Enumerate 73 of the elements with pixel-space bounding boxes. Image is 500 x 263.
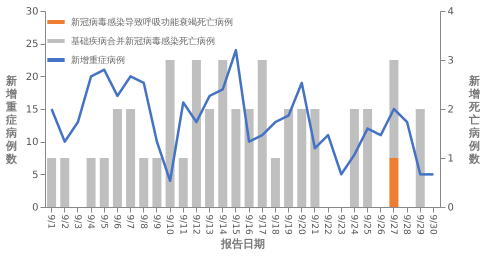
- bar: [192, 60, 201, 207]
- y-tick-label: 15: [26, 104, 38, 116]
- x-tick-label: 9/27: [388, 214, 398, 235]
- x-tick-label: 9/10: [164, 214, 174, 235]
- bar: [231, 109, 240, 207]
- x-tick-label: 9/22: [322, 214, 332, 235]
- x-tick-label: 9/18: [269, 214, 280, 235]
- legend-label: 基础疾病合并新冠病毒感染死亡病例: [71, 36, 215, 47]
- y-tick-label: 20: [26, 72, 38, 83]
- bar: [139, 158, 148, 207]
- line-series: [50, 48, 435, 182]
- bar: [416, 109, 425, 207]
- x-tick-label: 9/4: [85, 214, 96, 230]
- y2-tick-label: 3: [448, 56, 454, 66]
- x-tick-label: 9/14: [216, 214, 227, 235]
- x-tick-label: 9/23: [335, 214, 346, 235]
- bar: [258, 60, 267, 207]
- y2-tick-label: 2: [448, 104, 454, 116]
- bar: [112, 109, 122, 207]
- bar: [389, 158, 398, 207]
- x-tick-label: 9/28: [401, 214, 412, 235]
- bar: [47, 158, 56, 207]
- x-tick-label: 9/25: [362, 214, 372, 235]
- y-tick-label: 0: [32, 202, 38, 214]
- bar: [178, 158, 188, 207]
- bar: [166, 60, 175, 207]
- x-tick-label: 9/17: [256, 214, 266, 235]
- y2-tick-label: 1: [448, 154, 454, 164]
- x-tick-label: 9/11: [177, 214, 188, 235]
- x-tick-label: 9/5: [98, 214, 108, 229]
- x-tick-label: 9/3: [72, 214, 82, 229]
- y2-tick-label: 4: [448, 6, 454, 18]
- bar: [350, 109, 359, 207]
- bar: [270, 158, 280, 207]
- y-tick-label: 10: [26, 137, 38, 148]
- x-tick-label: 9/30: [427, 214, 438, 235]
- x-tick-label: 9/7: [124, 214, 135, 229]
- bar: [284, 109, 294, 207]
- y2-tick-label: 0: [448, 202, 454, 214]
- x-tick-label: 9/13: [204, 214, 214, 235]
- x-tick-label: 9/20: [296, 214, 306, 235]
- bar: [218, 60, 228, 207]
- bar: [86, 158, 96, 207]
- bar: [205, 109, 214, 207]
- bar: [60, 158, 70, 207]
- legend-label: 新增重症病例: [71, 55, 125, 66]
- bar: [363, 109, 372, 207]
- x-tick-label: 9/26: [374, 214, 385, 235]
- x-tick-label: 9/29: [414, 214, 424, 235]
- bar: [126, 109, 136, 207]
- x-tick-label: 9/15: [230, 214, 240, 235]
- bar: [100, 158, 109, 207]
- x-tick-label: 9/9: [150, 214, 161, 230]
- x-tick-label: 9/16: [243, 214, 254, 235]
- y-tick-label: 25: [26, 39, 38, 50]
- y-tick-label: 30: [26, 6, 38, 18]
- x-tick-label: 9/19: [282, 214, 293, 235]
- x-tick-label: 9/1: [46, 214, 56, 229]
- legend-label: 新冠病毒感染导致呼吸功能衰竭死亡病例: [71, 17, 233, 28]
- bar: [297, 109, 306, 207]
- y-axis-title: 新增重症病例数: [5, 74, 18, 166]
- bar: [310, 109, 320, 207]
- x-tick-label: 9/2: [58, 214, 69, 229]
- bar: [152, 158, 162, 207]
- x-tick-label: 9/12: [190, 214, 200, 235]
- x-tick-label: 9/6: [111, 214, 122, 230]
- x-tick-label: 9/8: [138, 214, 148, 230]
- x-tick-label: 9/24: [348, 214, 358, 235]
- y-tick-label: 5: [32, 170, 38, 181]
- bar: [389, 60, 398, 158]
- x-axis-title: 报告日期: [220, 238, 265, 251]
- x-tick-label: 9/21: [308, 214, 319, 235]
- y2-axis-title: 新增死亡病例数: [468, 74, 481, 166]
